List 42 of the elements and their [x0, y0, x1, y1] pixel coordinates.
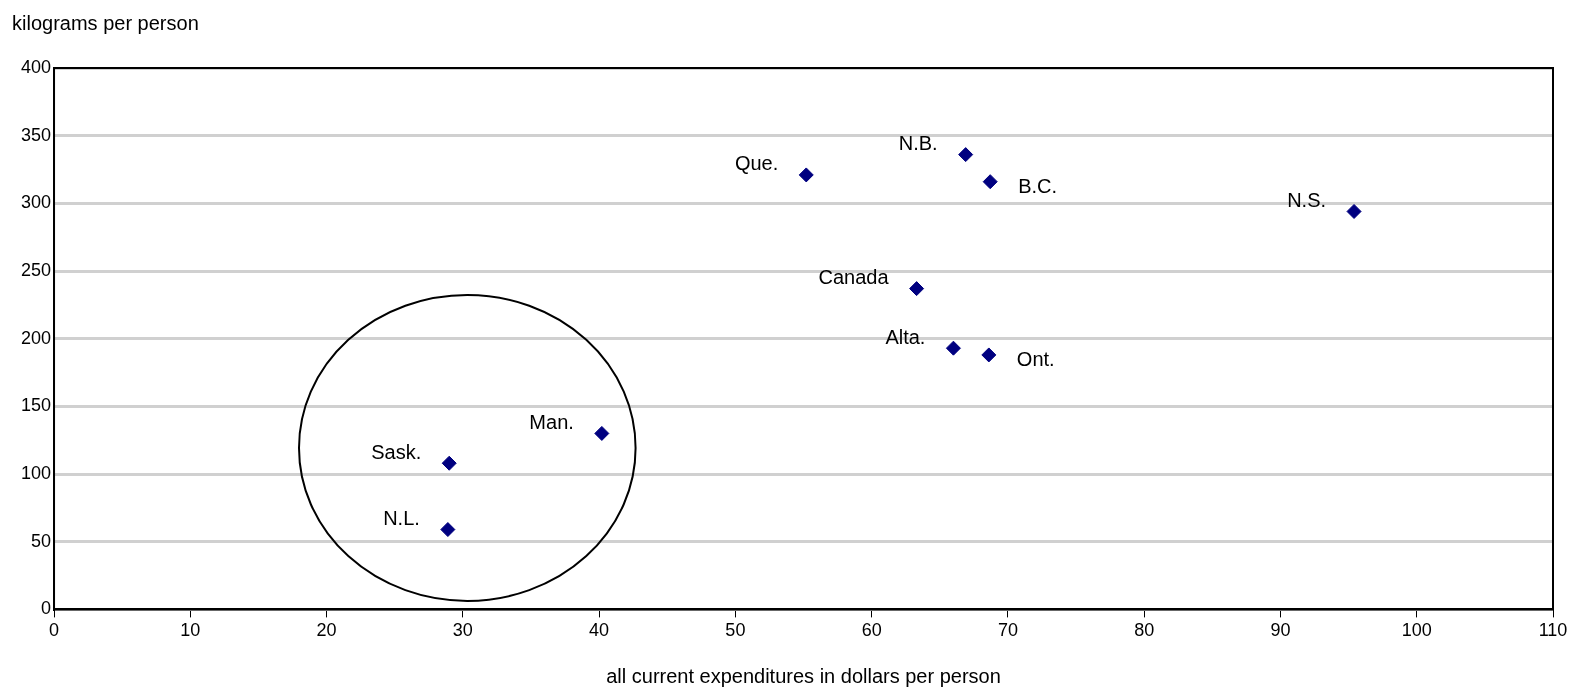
point	[945, 340, 961, 356]
x-tick-label: 40	[589, 620, 610, 641]
point	[798, 167, 814, 183]
point	[594, 425, 610, 441]
x-tick-label: 70	[997, 620, 1018, 641]
x-tick-label: 20	[316, 620, 337, 641]
point	[909, 281, 925, 297]
x-tick-label: 110	[1538, 620, 1568, 641]
y-tick-label: 200	[20, 327, 52, 348]
annotation: Man.	[529, 410, 574, 433]
point	[1346, 203, 1362, 219]
annotation: Ont.	[1016, 348, 1055, 371]
y-tick-label: 300	[20, 192, 52, 213]
annotation: Sask.	[371, 440, 422, 463]
x-tick-label: 60	[861, 620, 882, 641]
x-axis-title: all current expenditures in dollars per person	[606, 664, 1001, 687]
y-tick-label: 150	[20, 395, 52, 416]
point	[441, 455, 457, 471]
annotation: Canada	[818, 266, 890, 289]
annotation: Alta.	[885, 325, 926, 348]
annotation: B.C.	[1018, 175, 1058, 198]
annotation: N.B.	[898, 132, 938, 155]
y-tick-label: 250	[20, 259, 52, 280]
x-tick-label: 50	[725, 620, 746, 641]
y-tick-label: 0	[41, 598, 52, 619]
annotation: N.L.	[383, 507, 420, 530]
y-tick-label: 100	[20, 463, 52, 484]
point	[981, 347, 997, 363]
annotation: Que.	[734, 152, 779, 175]
annotation: N.S.	[1287, 188, 1327, 211]
x-tick-label: 100	[1401, 620, 1432, 641]
x-tick-label: 80	[1134, 620, 1155, 641]
x-tick-label: 90	[1270, 620, 1291, 641]
point	[440, 522, 456, 538]
y-tick-label: 350	[20, 124, 52, 145]
y-tick-label: 400	[20, 56, 52, 77]
x-tick-label: 10	[180, 620, 201, 641]
y-axis-title: kilograms per person	[12, 11, 199, 34]
x-tick-label: 30	[452, 620, 473, 641]
y-tick-label: 50	[31, 530, 52, 551]
point	[958, 147, 974, 163]
point	[982, 174, 998, 190]
